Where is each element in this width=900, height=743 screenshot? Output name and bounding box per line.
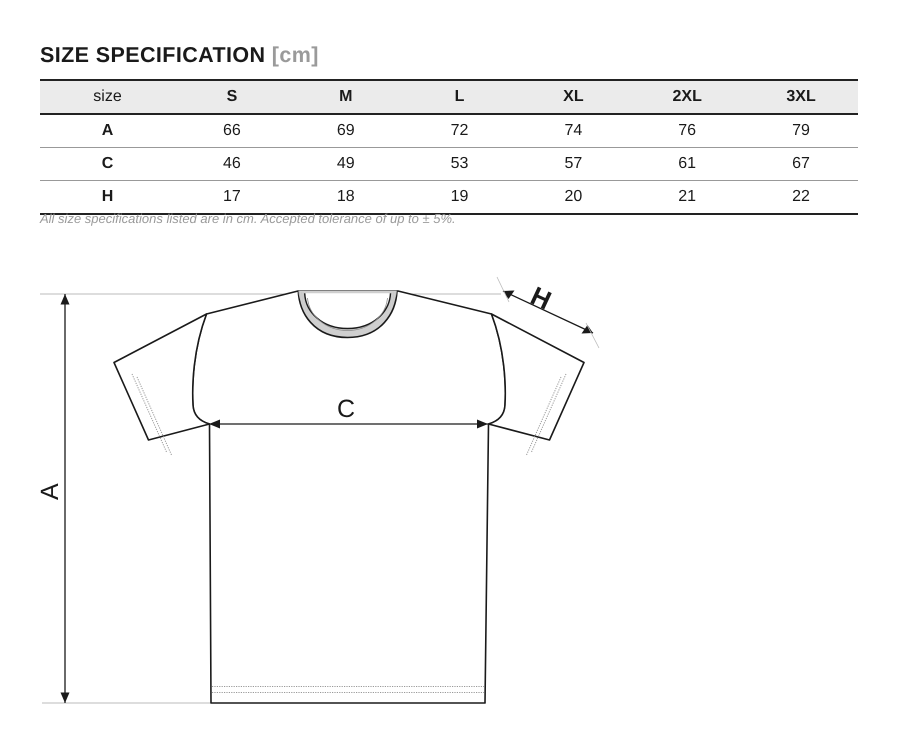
svg-text:H: H xyxy=(526,280,556,315)
svg-text:C: C xyxy=(337,395,355,423)
svg-text:A: A xyxy=(36,483,64,500)
